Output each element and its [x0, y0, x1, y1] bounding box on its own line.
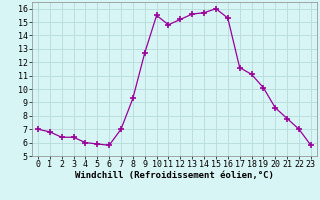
X-axis label: Windchill (Refroidissement éolien,°C): Windchill (Refroidissement éolien,°C) — [75, 171, 274, 180]
